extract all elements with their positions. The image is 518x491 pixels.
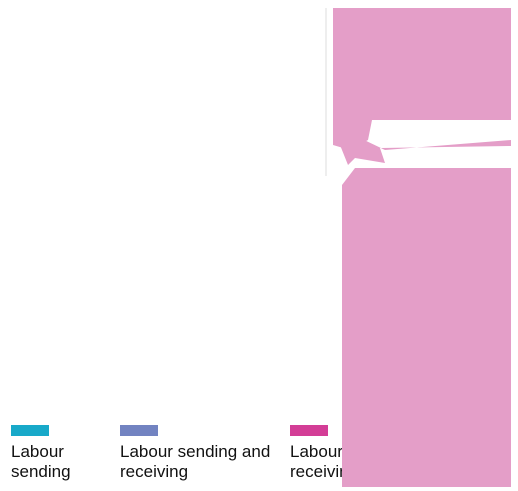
legend-item: Labour sending and receiving <box>120 425 272 482</box>
legend-item: Labour sending <box>11 425 91 482</box>
region <box>333 8 511 150</box>
legend-item: Labour receiving <box>290 425 370 482</box>
legend-swatch <box>11 425 49 436</box>
region <box>340 138 511 165</box>
legend-swatch <box>120 425 158 436</box>
legend-swatch <box>290 425 328 436</box>
legend-label: Labour sending <box>11 442 71 481</box>
legend-label: Labour sending and receiving <box>120 442 271 481</box>
region <box>342 168 511 487</box>
legend-label: Labour receiving <box>290 442 359 481</box>
